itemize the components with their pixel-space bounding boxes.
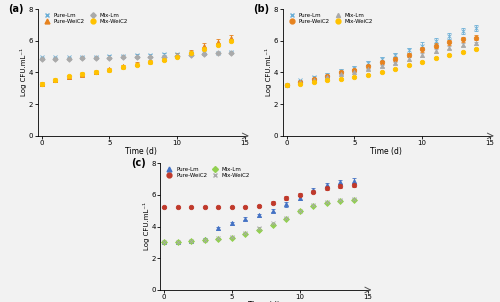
Y-axis label: Log CFU.mL⁻¹: Log CFU.mL⁻¹ xyxy=(20,49,28,96)
Legend: Pure-Lm, Pure-WeiC2, Mix-Lm, Mix-WeiC2: Pure-Lm, Pure-WeiC2, Mix-Lm, Mix-WeiC2 xyxy=(163,166,251,179)
Text: (b): (b) xyxy=(254,4,270,14)
Text: (a): (a) xyxy=(8,4,24,14)
Legend: Pure-Lm, Pure-WeiC2, Mix-Lm, Mix-WeiC2: Pure-Lm, Pure-WeiC2, Mix-Lm, Mix-WeiC2 xyxy=(40,12,128,25)
X-axis label: Time (d): Time (d) xyxy=(370,147,402,156)
X-axis label: Time (d): Time (d) xyxy=(126,147,157,156)
Text: (c): (c) xyxy=(131,158,146,168)
Legend: Pure-Lm, Pure-WeiC2, Mix-Lm, Mix-WeiC2: Pure-Lm, Pure-WeiC2, Mix-Lm, Mix-WeiC2 xyxy=(286,12,374,25)
X-axis label: Time (d): Time (d) xyxy=(248,301,280,302)
Y-axis label: Log CFU.mL⁻¹: Log CFU.mL⁻¹ xyxy=(266,49,272,96)
Y-axis label: Log CFU.mL⁻¹: Log CFU.mL⁻¹ xyxy=(143,203,150,250)
